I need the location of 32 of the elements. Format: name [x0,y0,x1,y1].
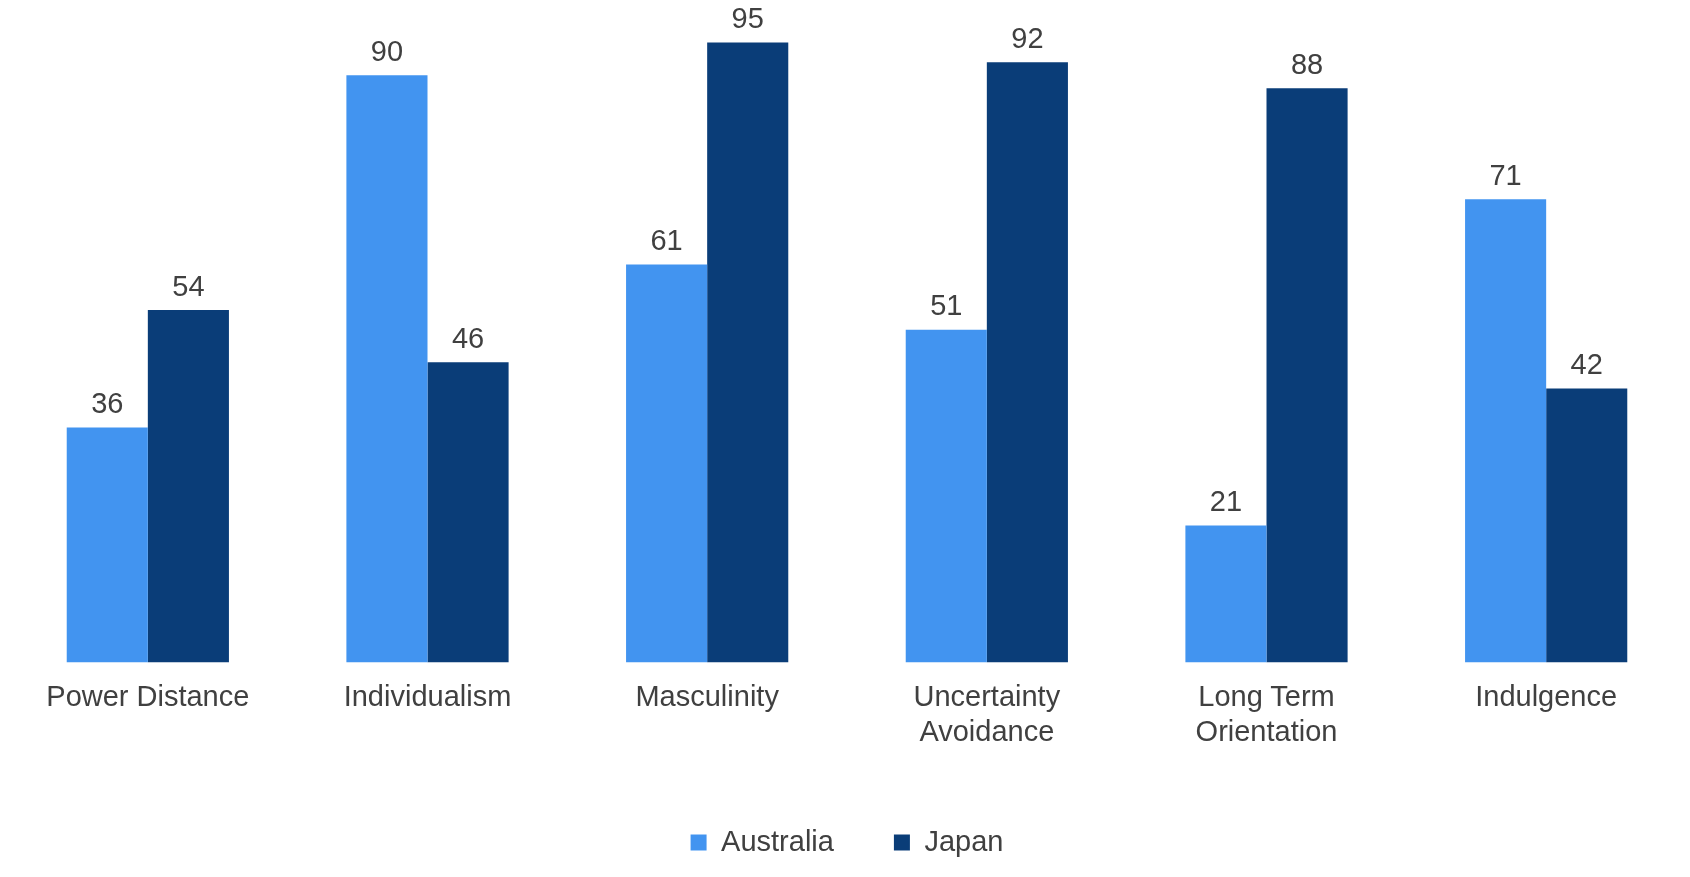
data-label: 61 [650,223,683,256]
bar [427,362,509,663]
bar [905,329,987,663]
bar [147,310,229,663]
bar [1185,525,1267,663]
data-label: 95 [731,2,764,35]
bar [346,75,428,663]
x-tick-label: Uncertainty Avoidance [913,679,1061,747]
bar [1465,199,1547,663]
data-label: 54 [172,269,205,302]
x-tick-label: Power Distance [46,679,250,712]
legend-label: Australia [721,824,835,857]
data-label: 71 [1489,158,1522,191]
data-label: 90 [370,34,404,67]
bar [986,62,1068,663]
bar [626,264,708,663]
data-label: 46 [451,321,485,354]
data-label: 92 [1011,21,1044,54]
bar [66,427,148,663]
data-label: 36 [91,387,124,420]
x-tick-label: Indulgence [1475,679,1618,712]
data-label: 42 [1570,347,1603,380]
data-label: 21 [1209,484,1243,517]
x-tick-label: Masculinity [635,679,780,712]
x-tick-label: Individualism [343,679,512,712]
bar [1266,88,1348,663]
bar [1546,388,1628,663]
x-tick-label: Long Term Orientation [1195,679,1338,747]
data-label: 88 [1290,47,1324,80]
legend-label: Japan [924,824,1004,857]
bar [707,42,789,663]
data-label: 51 [930,289,963,322]
